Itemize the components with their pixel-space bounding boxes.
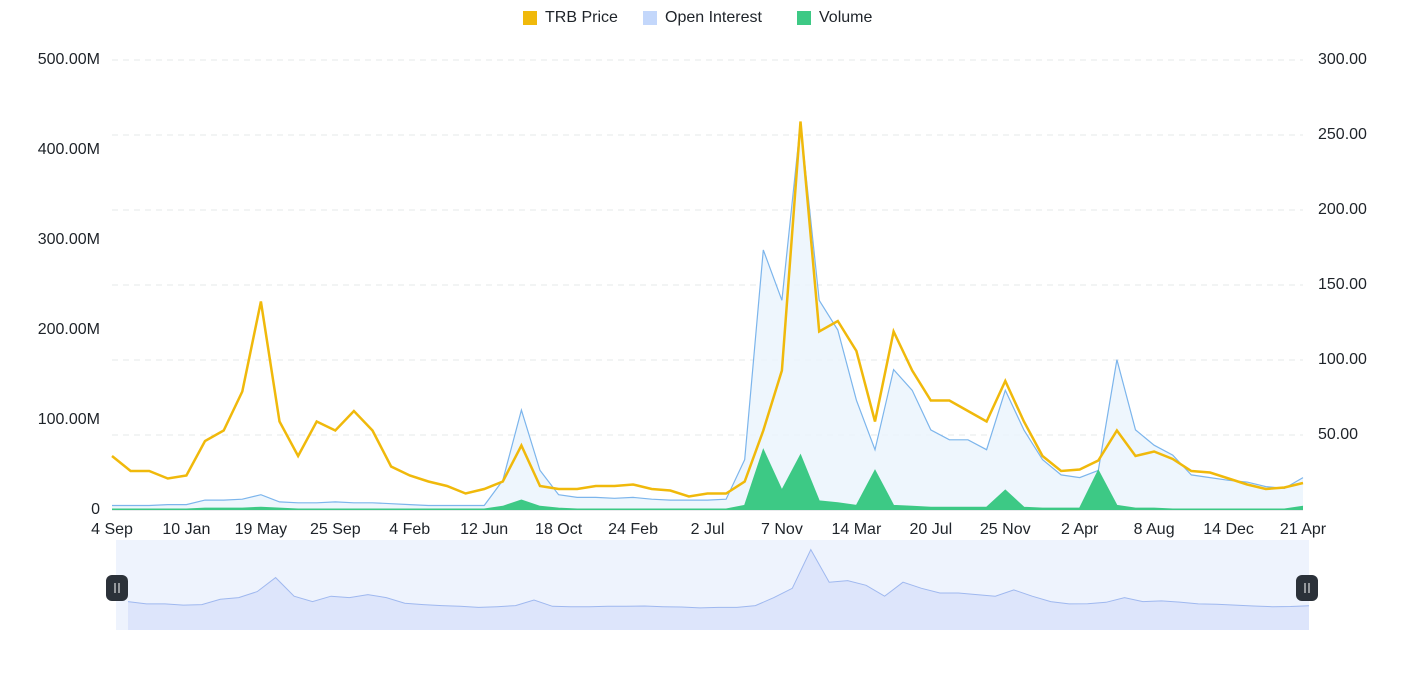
x-tick-label: 25 Sep (310, 521, 361, 538)
navigator-area (128, 549, 1309, 630)
y-tick-label: 300.00M (38, 231, 100, 248)
legend-label: Volume (819, 9, 872, 26)
x-tick-label: 2 Apr (1061, 521, 1099, 538)
legend-swatch (797, 11, 811, 25)
line (112, 448, 1304, 510)
navigator-handle[interactable] (1296, 575, 1318, 601)
y2-tick-label: 250.00 (1318, 126, 1367, 143)
legend-swatch (523, 11, 537, 25)
y-tick-label: 500.00M (38, 51, 100, 68)
x-tick-label: 7 Nov (761, 521, 803, 538)
y-tick-label: 0 (91, 501, 100, 518)
legend-label: Open Interest (665, 9, 763, 26)
x-tick-label: 14 Mar (831, 521, 881, 538)
x-tick-label: 21 Apr (1280, 521, 1327, 538)
y-tick-label: 400.00M (38, 141, 100, 158)
line (112, 122, 1304, 507)
x-tick-label: 10 Jan (162, 521, 210, 538)
navigator-handle[interactable] (106, 575, 128, 601)
x-tick-label: 4 Feb (389, 521, 430, 538)
y2-tick-label: 50.00 (1318, 426, 1358, 443)
x-tick-label: 4 Sep (91, 521, 133, 538)
y2-tick-label: 300.00 (1318, 51, 1367, 68)
x-tick-label: 24 Feb (608, 521, 658, 538)
x-tick-label: 20 Jul (909, 521, 952, 538)
y-tick-label: 100.00M (38, 411, 100, 428)
x-tick-label: 12 Jun (460, 521, 508, 538)
line (111, 121, 1304, 498)
x-tick-label: 18 Oct (535, 521, 583, 538)
x-tick-label: 19 May (235, 521, 287, 538)
legend-label: TRB Price (545, 9, 618, 26)
y2-tick-label: 100.00 (1318, 351, 1367, 368)
x-tick-label: 14 Dec (1203, 521, 1254, 538)
legend-swatch (643, 11, 657, 25)
x-tick-label: 8 Aug (1134, 521, 1175, 538)
area (112, 449, 1303, 510)
navigator-line (127, 548, 1310, 609)
x-tick-label: 25 Nov (980, 521, 1031, 538)
x-tick-label: 2 Jul (691, 521, 725, 538)
area (112, 123, 1303, 510)
y2-tick-label: 150.00 (1318, 276, 1367, 293)
y-tick-label: 200.00M (38, 321, 100, 338)
y2-tick-label: 200.00 (1318, 201, 1367, 218)
